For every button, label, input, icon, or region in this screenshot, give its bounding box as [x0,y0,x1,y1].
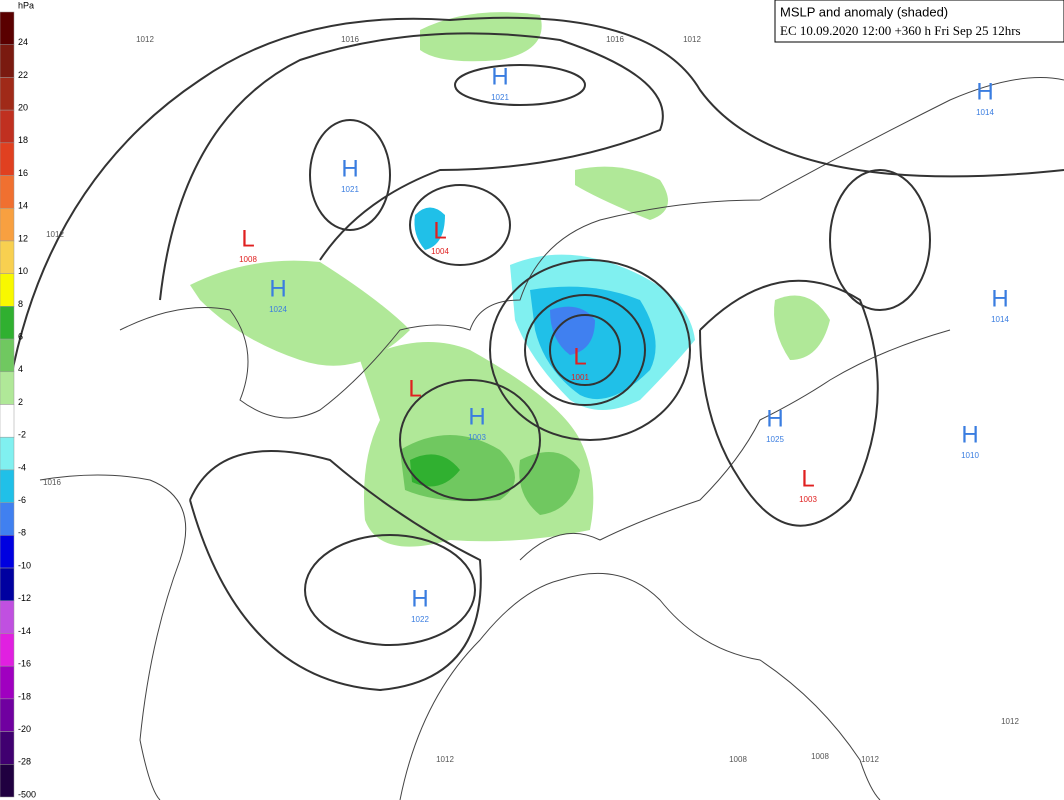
title-box [774,0,1064,43]
colorbar-bin [0,633,15,667]
colorbar-bin [0,273,15,307]
isobars [0,16,1064,692]
colorbar-label: 6 [18,331,23,341]
center-letter: H [766,405,783,432]
colorbar-label: 24 [18,37,28,47]
center-letter: L [573,343,586,370]
colorbar-label: -10 [18,560,31,570]
center-value: 1022 [411,615,429,624]
pressure-centers: H 1021 H 1021 L 1008 L 1004 H 1024 H 1014 H 1014 L 1001… [239,63,1009,624]
colorbar-label: -18 [18,691,31,701]
colorbar-label: 16 [18,168,28,178]
center-value: 1008 [239,255,257,264]
colorbar-bin [0,404,15,438]
colorbar-label: -8 [18,528,26,538]
colorbar-bin [0,338,15,373]
center-value: 1003 [799,495,817,504]
colorbar-bin [0,109,15,144]
colorbar-bin [0,44,15,78]
center-letter: L [241,225,254,252]
center-letter: L [408,375,421,402]
colorbar-bin [0,731,15,765]
center-value: 1024 [269,305,287,314]
isobar-label: 1016 [606,35,624,44]
colorbar-label: -12 [18,593,31,603]
isobar-label: 1012 [436,755,454,764]
colorbar-bin [0,208,15,242]
isobar-label: 1012 [136,35,154,44]
colorbar-bin [0,535,15,569]
colorbar-bin [0,371,15,405]
center-letter: L [801,465,814,492]
colorbar-bin [0,436,15,471]
colorbar-label: -16 [18,659,31,669]
colorbar-label: 22 [18,70,28,80]
isobar-label: 1012 [1001,717,1019,726]
center-letter: H [991,285,1008,312]
title: MSLP and anomaly (shaded) [780,4,948,19]
center-value: 1010 [961,451,979,460]
colorbar-label: 4 [18,364,23,374]
colorbar-bin [0,665,15,700]
subtitle: EC 10.09.2020 12:00 +360 h Fri Sep 25 12… [780,23,1021,38]
colorbar-label: -6 [18,495,26,505]
center-letter: H [468,403,485,430]
colorbar: hPa 24 22 20 18 16 14 12 10 8 6 4 2 -2 -4 -6 -8 -10 -12 -14… [0,0,36,799]
colorbar-label: -20 [18,724,31,734]
isobar-label: 1016 [43,478,61,487]
colorbar-label: -14 [18,626,31,636]
center-value: 1025 [766,435,784,444]
colorbar-bin [0,142,15,176]
center-letter: H [491,63,508,90]
colorbar-unit: hPa [18,0,34,10]
colorbar-bin [0,11,15,45]
isobar-label: 1008 [811,752,829,761]
center-value: 1021 [491,93,509,102]
center-value: 1001 [571,373,589,382]
colorbar-label: -28 [18,757,31,767]
center-letter: L [433,217,446,244]
center-value: 1014 [976,108,994,117]
center-letter: H [411,585,428,612]
center-letter: H [341,155,358,182]
colorbar-label: 12 [18,233,28,243]
colorbar-label: -4 [18,462,26,472]
isobar-labels: 1012 1016 1016 1012 1012 1012 1012 1008 1008 1012… [43,35,1019,764]
center-letter: H [269,275,286,302]
colorbar-label: 2 [18,397,23,407]
colorbar-label: 10 [18,266,28,276]
isobar-label: 1012 [683,35,701,44]
isobar-label: 1012 [46,230,64,239]
colorbar-bin [0,764,15,798]
colorbar-bin [0,469,15,503]
center-value: 1004 [431,247,449,256]
center-value: 1014 [991,315,1009,324]
colorbar-bin [0,600,15,634]
center-value: 1021 [341,185,359,194]
center-value: 1003 [468,433,486,442]
colorbar-bin [0,698,15,732]
colorbar-bin [0,306,15,340]
center-letter: H [961,421,978,448]
colorbar-label: 8 [18,299,23,309]
isobar-label: 1016 [341,35,359,44]
colorbar-bin [0,77,15,111]
anomaly-shading [190,12,830,547]
colorbar-bin [0,502,15,536]
colorbar-bin [0,567,15,602]
isobar-label: 1012 [861,755,879,764]
isobar-label: 1008 [729,755,747,764]
coastlines [39,77,1064,800]
colorbar-bin [0,240,15,274]
colorbar-label: 20 [18,103,28,113]
colorbar-label: 18 [18,135,28,145]
colorbar-label: -500 [18,789,36,799]
colorbar-label: 14 [18,201,28,211]
center-letter: H [976,78,993,105]
colorbar-bin [0,175,15,209]
colorbar-label: -2 [18,430,26,440]
